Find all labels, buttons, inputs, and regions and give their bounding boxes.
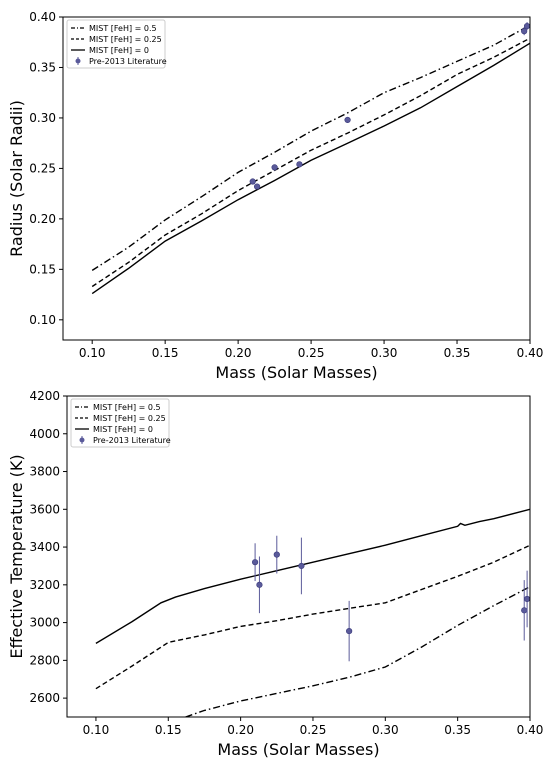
y-tick-label: 0.30 (29, 111, 56, 125)
data-point (344, 116, 351, 124)
legend-box (70, 398, 170, 448)
x-tick-label: 0.35 (444, 346, 471, 360)
y-tick-label: 0.25 (29, 161, 56, 175)
y-axis-label: Radius (Solar Radii) (7, 100, 26, 257)
series-line-dashed (91, 37, 530, 288)
y-tick-label: 0.15 (29, 262, 56, 276)
y-tick-label: 4000 (29, 427, 60, 441)
y-tick-label: 4200 (29, 389, 60, 403)
y-tick-label: 3800 (29, 465, 60, 479)
x-tick-label: 0.25 (298, 346, 325, 360)
legend: MIST [FeH] = 0.5 MIST [FeH] = 0.25 MIST [F… (70, 398, 171, 448)
series-line-dashed (95, 544, 530, 690)
data-point (253, 183, 261, 190)
legend-label: MIST [FeH] = 0.25 (89, 35, 162, 44)
legend-label: MIST [FeH] = 0.5 (93, 403, 161, 412)
x-tick-label: 0.20 (225, 346, 252, 360)
x-axis-label: Mass (Solar Masses) (217, 740, 379, 759)
y-tick-label: 0.20 (29, 212, 56, 226)
y-tick-label: 3400 (29, 540, 60, 554)
legend-label: MIST [FeH] = 0.25 (93, 414, 166, 423)
series-line-dashdot (91, 24, 530, 271)
data-point (271, 164, 278, 171)
legend-marker (79, 437, 85, 443)
legend-label: MIST [FeH] = 0 (89, 46, 149, 55)
legend-label: MIST [FeH] = 0.5 (89, 24, 157, 33)
x-tick-label: 0.40 (517, 723, 544, 737)
x-axis-label: Mass (Solar Masses) (215, 363, 377, 382)
data-point (298, 562, 305, 570)
y-tick-label: 3600 (29, 502, 60, 516)
data-point (256, 581, 263, 588)
series-line-solid (91, 42, 530, 295)
y-tick-label: 0.10 (29, 313, 56, 327)
x-tick-label: 0.15 (152, 346, 179, 360)
plot-frame (62, 16, 531, 341)
legend-box (66, 19, 166, 69)
x-tick-label: 0.15 (155, 723, 182, 737)
x-tick-label: 0.10 (83, 723, 110, 737)
y-tick-label: 0.35 (29, 60, 56, 74)
plot-frame (66, 395, 531, 718)
chart-1: 0.10 0.15 0.20 0.25 0.30 0.35 0.40 0.10 0.15 0.20… (7, 10, 543, 382)
data-point (521, 607, 528, 614)
x-tick-label: 0.10 (79, 346, 106, 360)
y-tick-label: 0.40 (29, 10, 56, 24)
legend-label: MIST [FeH] = 0 (93, 425, 153, 434)
x-tick-label: 0.30 (372, 723, 399, 737)
x-tick-label: 0.25 (300, 723, 327, 737)
data-point (251, 559, 259, 566)
y-axis-label: Effective Temperature (K) (7, 454, 26, 658)
legend-label: Pre-2013 Literature (93, 436, 171, 445)
data-point (521, 28, 528, 35)
x-tick-label: 0.40 (517, 346, 544, 360)
y-tick-label: 3200 (29, 578, 60, 592)
legend-label: Pre-2013 Literature (89, 57, 167, 66)
data-point (249, 178, 256, 185)
y-tick-label: 2800 (29, 653, 60, 667)
data-point (524, 595, 531, 603)
chart-2: 0.10 0.15 0.20 0.25 0.30 0.35 0.40 2600 2800 3000… (7, 389, 543, 759)
series-line-dashdot (185, 586, 530, 717)
legend: MIST [FeH] = 0.5 MIST [FeH] = 0.25 MIST [F… (66, 19, 167, 69)
data-point (346, 627, 353, 635)
x-tick-label: 0.20 (227, 723, 254, 737)
x-tick-label: 0.30 (371, 346, 398, 360)
series-line-solid (95, 508, 530, 644)
data-point (523, 22, 531, 30)
y-tick-label: 3000 (29, 616, 60, 630)
data-point (273, 551, 280, 558)
y-tick-label: 2600 (29, 691, 60, 705)
x-tick-label: 0.35 (444, 723, 471, 737)
data-point (296, 161, 303, 168)
legend-marker (75, 58, 81, 64)
